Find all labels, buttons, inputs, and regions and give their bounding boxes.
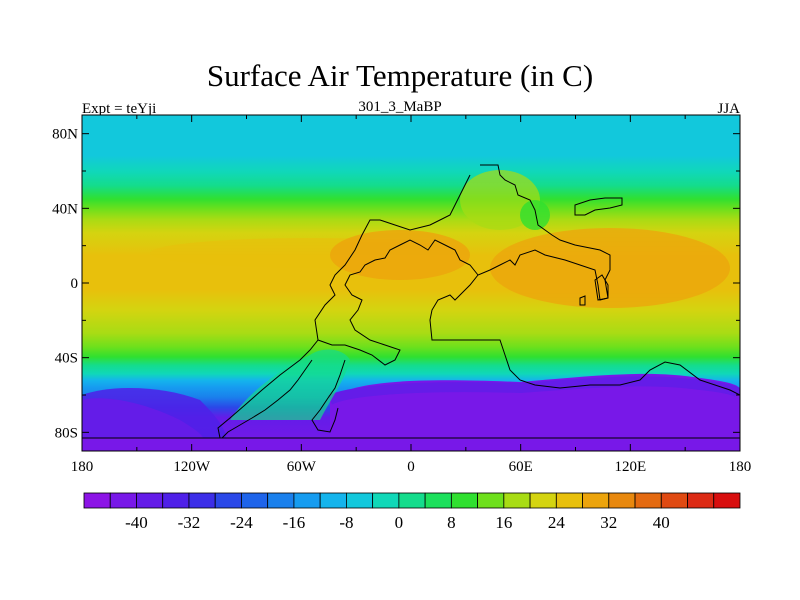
colorbar-swatch: [477, 492, 505, 509]
y-axis: 80N 40N 0 40S 80S: [52, 127, 740, 441]
colorbar-swatch: [660, 492, 688, 509]
colorbar-swatch: [503, 492, 531, 509]
colorbar-swatch: [634, 492, 662, 509]
colorbar-swatch: [319, 492, 347, 509]
y-tick-label: 80N: [52, 127, 78, 143]
x-tick-label: 0: [407, 459, 415, 475]
colorbar-swatch: [241, 492, 269, 509]
y-tick-label: 80S: [55, 425, 78, 441]
colorbar-swatch: [345, 492, 374, 509]
chart-title: Surface Air Temperature (in C): [206, 58, 594, 93]
y-tick-label: 0: [71, 276, 79, 292]
colorbar-label: 16: [495, 513, 512, 532]
colorbar-swatch: [83, 492, 111, 509]
colorbar-swatch: [188, 492, 216, 509]
colorbar-label: 24: [548, 513, 566, 532]
run-label: 301_3_MaBP: [358, 99, 442, 115]
colorbar-swatch: [608, 492, 636, 509]
x-tick-label: 120W: [173, 459, 211, 475]
colorbar-label: -32: [178, 513, 201, 532]
x-tick-label: 60W: [287, 459, 317, 475]
colorbar-swatch: [424, 492, 452, 509]
temperature-field: [82, 115, 740, 451]
colorbar-label: 0: [395, 513, 404, 532]
colorbar-label: -16: [283, 513, 306, 532]
colorbar-swatch: [109, 492, 137, 509]
colorbar-swatch: [687, 492, 715, 509]
colorbar-swatch: [582, 492, 610, 509]
colorbar-label: 32: [600, 513, 617, 532]
colorbar-swatch: [293, 492, 321, 509]
colorbar-swatch: [136, 492, 164, 509]
y-tick-label: 40N: [52, 201, 78, 217]
x-tick-label: 120E: [614, 459, 646, 475]
colorbar-label: 8: [447, 513, 456, 532]
colorbar-swatch: [398, 492, 426, 509]
colorbar-swatch: [267, 492, 295, 509]
colorbar-label: -8: [339, 513, 353, 532]
colorbar-label: -24: [230, 513, 253, 532]
colorbar-label: 40: [653, 513, 670, 532]
colorbar-swatch: [214, 492, 242, 509]
colorbar-swatch: [529, 492, 557, 509]
colorbar: -40 -32 -24 -16 -8 0 8 16 24 32 40: [83, 492, 741, 532]
colorbar-swatch: [162, 492, 190, 509]
colorbar-label: -40: [125, 513, 148, 532]
colorbar-swatch: [555, 492, 583, 509]
colorbar-swatch: [450, 492, 478, 509]
colorbar-swatch: [372, 492, 400, 509]
colorbar-swatch: [713, 492, 741, 509]
x-tick-label: 60E: [509, 459, 533, 475]
season-label: JJA: [717, 101, 740, 117]
continent-outlines: [82, 164, 740, 439]
x-axis: 180 120W 60W 0 60E 120E 180: [71, 115, 752, 475]
x-tick-label: 180: [729, 459, 752, 475]
y-tick-label: 40S: [55, 351, 78, 367]
experiment-label: Expt = teYji: [82, 101, 157, 117]
x-tick-label: 180: [71, 459, 94, 475]
